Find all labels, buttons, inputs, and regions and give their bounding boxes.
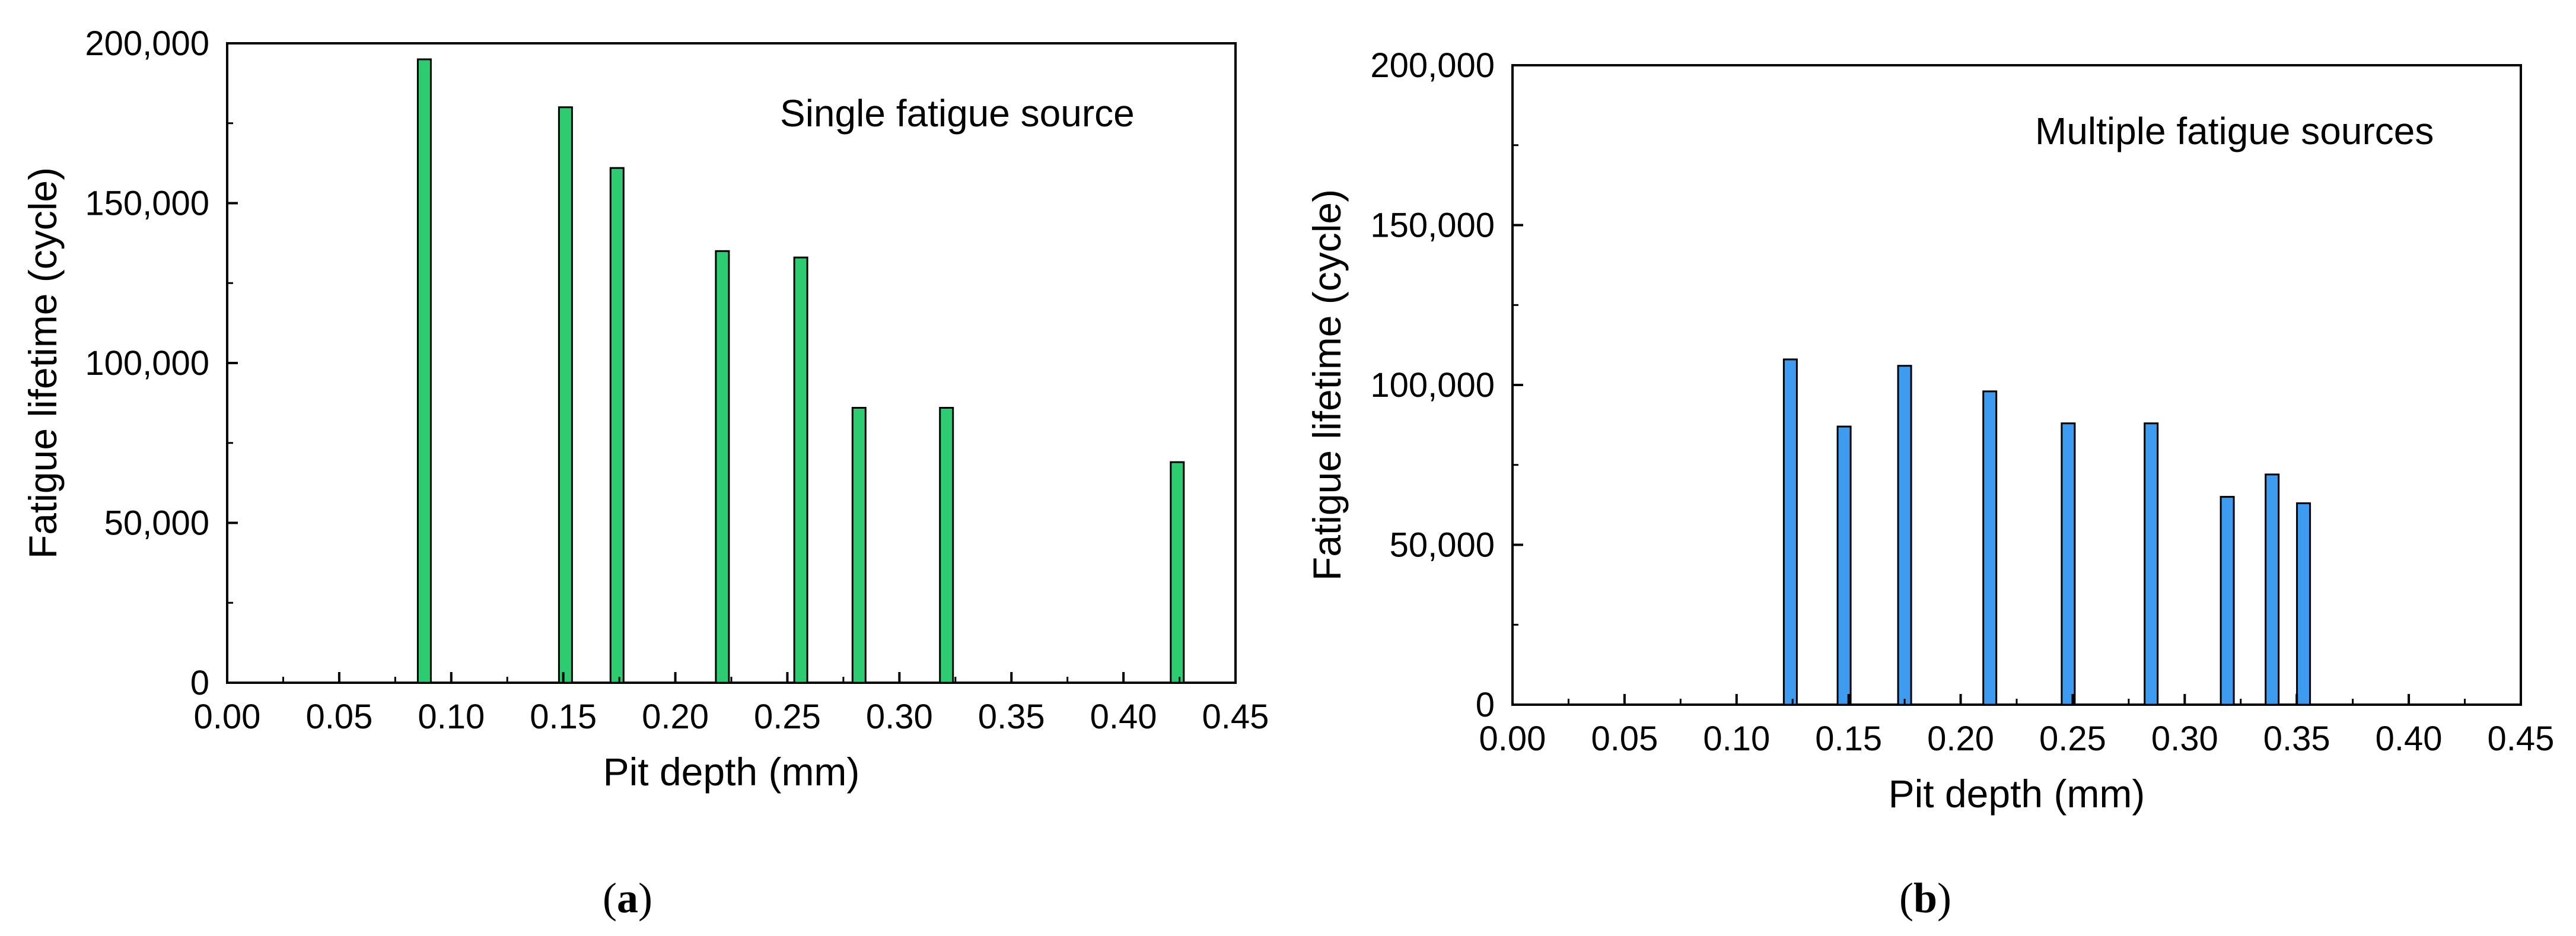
- panel-b-x-tick-label-4: 0.20: [1927, 719, 1994, 758]
- panel-a-bar-3: [715, 250, 730, 684]
- panel-a-x-tick-label-4: 0.20: [642, 698, 709, 736]
- panel-a-x-tick-label-2: 0.10: [418, 698, 485, 736]
- panel-a-y-tick-label-0: 0: [190, 664, 209, 702]
- panel-b-y-axis-title: Fatigue lifetime (cycle): [1305, 189, 1349, 581]
- panel-a-bar-4: [793, 256, 808, 684]
- panel-a-bars: [416, 58, 1185, 684]
- panel-b-x-tick-label-3: 0.15: [1815, 719, 1882, 758]
- panel-a-x-tick-label-8: 0.40: [1090, 698, 1157, 736]
- panel-a-plot-frame: [226, 42, 1237, 684]
- panel-a-x-axis-title: Pit depth (mm): [603, 750, 860, 794]
- panel-b-bar-3: [1982, 390, 1998, 706]
- panel-b-bar-5: [2144, 422, 2159, 706]
- panel-b-caption: (b): [1899, 874, 1951, 922]
- panel-b-bar-7: [2265, 473, 2280, 706]
- panel-a-bar-6: [939, 407, 954, 684]
- panel-b-x-tick-label-8: 0.40: [2376, 719, 2443, 758]
- panel-a-x-axis: 0.00 0.05 0.10 0.15 0.20 0.25 0.30 0.35 0.40 0.45: [194, 672, 1269, 736]
- panel-a-bar-0: [416, 58, 432, 684]
- panel-a-x-tick-label-7: 0.35: [978, 698, 1045, 736]
- panel-a-x-tick-label-3: 0.15: [530, 698, 597, 736]
- panel-a-bar-2: [609, 167, 625, 684]
- panel-a-title: Single fatigue source: [780, 92, 1135, 135]
- panel-a: 0.00 0.05 0.10 0.15 0.20 0.25 0.30 0.35 0.40 0.45…: [21, 24, 1269, 922]
- panel-b-caption-letter: b: [1913, 874, 1937, 922]
- panel-b-y-tick-label-0: 0: [1476, 686, 1495, 724]
- panel-a-y-tick-label-1: 50,000: [104, 504, 209, 543]
- panel-a-x-tick-label-0: 0.00: [194, 698, 261, 736]
- panel-b-x-tick-label-1: 0.05: [1591, 719, 1658, 758]
- panel-b-bar-0: [1782, 358, 1798, 706]
- panel-a-y-axis-title: Fatigue lifetime (cycle): [21, 167, 65, 559]
- panel-a-x-tick-label-6: 0.30: [866, 698, 933, 736]
- panel-b-plot-frame: [1511, 64, 2522, 706]
- panel-b-y-tick-label-4: 200,000: [1370, 46, 1495, 85]
- panel-a-bar-7: [1170, 461, 1185, 684]
- panel-a-bar-5: [851, 407, 867, 684]
- panel-b-y-tick-label-2: 100,000: [1370, 366, 1495, 405]
- panel-a-x-tick-label-5: 0.25: [754, 698, 821, 736]
- panel-b-x-tick-label-6: 0.30: [2151, 719, 2218, 758]
- panel-b-y-tick-label-1: 50,000: [1390, 526, 1495, 565]
- panel-b-x-tick-label-5: 0.25: [2039, 719, 2106, 758]
- panel-b-caption-close: ): [1937, 874, 1951, 922]
- panel-b-title: Multiple fatigue sources: [2035, 110, 2434, 152]
- panel-b-x-tick-label-7: 0.35: [2263, 719, 2330, 758]
- panel-b-x-tick-label-0: 0.00: [1479, 719, 1546, 758]
- panel-a-x-tick-label-1: 0.05: [305, 698, 372, 736]
- panel-b-x-axis-title: Pit depth (mm): [1889, 772, 2145, 816]
- panel-b-x-axis: 0.00 0.05 0.10 0.15 0.20 0.25 0.30 0.35 0.40 0.45: [1479, 694, 2555, 758]
- panel-b-y-tick-label-3: 150,000: [1370, 206, 1495, 245]
- panel-b-y-axis: 0 50,000 100,000 150,000 200,000: [1370, 46, 1523, 724]
- panel-a-caption: (a): [603, 874, 652, 922]
- panel-a-caption-close: ): [638, 874, 652, 922]
- panel-b-caption-open: (: [1899, 874, 1913, 922]
- panel-b-bars: [1782, 358, 2311, 706]
- panel-b-x-tick-label-2: 0.10: [1703, 719, 1770, 758]
- panel-a-caption-letter: a: [617, 874, 638, 922]
- panel-a-y-axis: 0 50,000 100,000 150,000 200,000: [85, 24, 238, 702]
- panel-a-y-tick-label-2: 100,000: [85, 344, 209, 383]
- panel-b-bar-6: [2220, 496, 2235, 706]
- panel-b-bar-2: [1897, 365, 1912, 706]
- panel-b-bar-4: [2061, 422, 2076, 706]
- panel-a-y-tick-label-4: 200,000: [85, 24, 209, 63]
- panel-a-x-tick-label-9: 0.45: [1202, 698, 1269, 736]
- panel-a-bar-1: [558, 106, 573, 684]
- panel-b-bar-1: [1836, 425, 1852, 706]
- panel-b-x-tick-label-9: 0.45: [2488, 719, 2555, 758]
- panel-a-y-tick-label-3: 150,000: [85, 184, 209, 223]
- panel-a-caption-open: (: [603, 874, 617, 922]
- panel-b-bar-8: [2296, 502, 2311, 706]
- panel-b: 0.00 0.05 0.10 0.15 0.20 0.25 0.30 0.35 0.40 0.45…: [1305, 46, 2554, 922]
